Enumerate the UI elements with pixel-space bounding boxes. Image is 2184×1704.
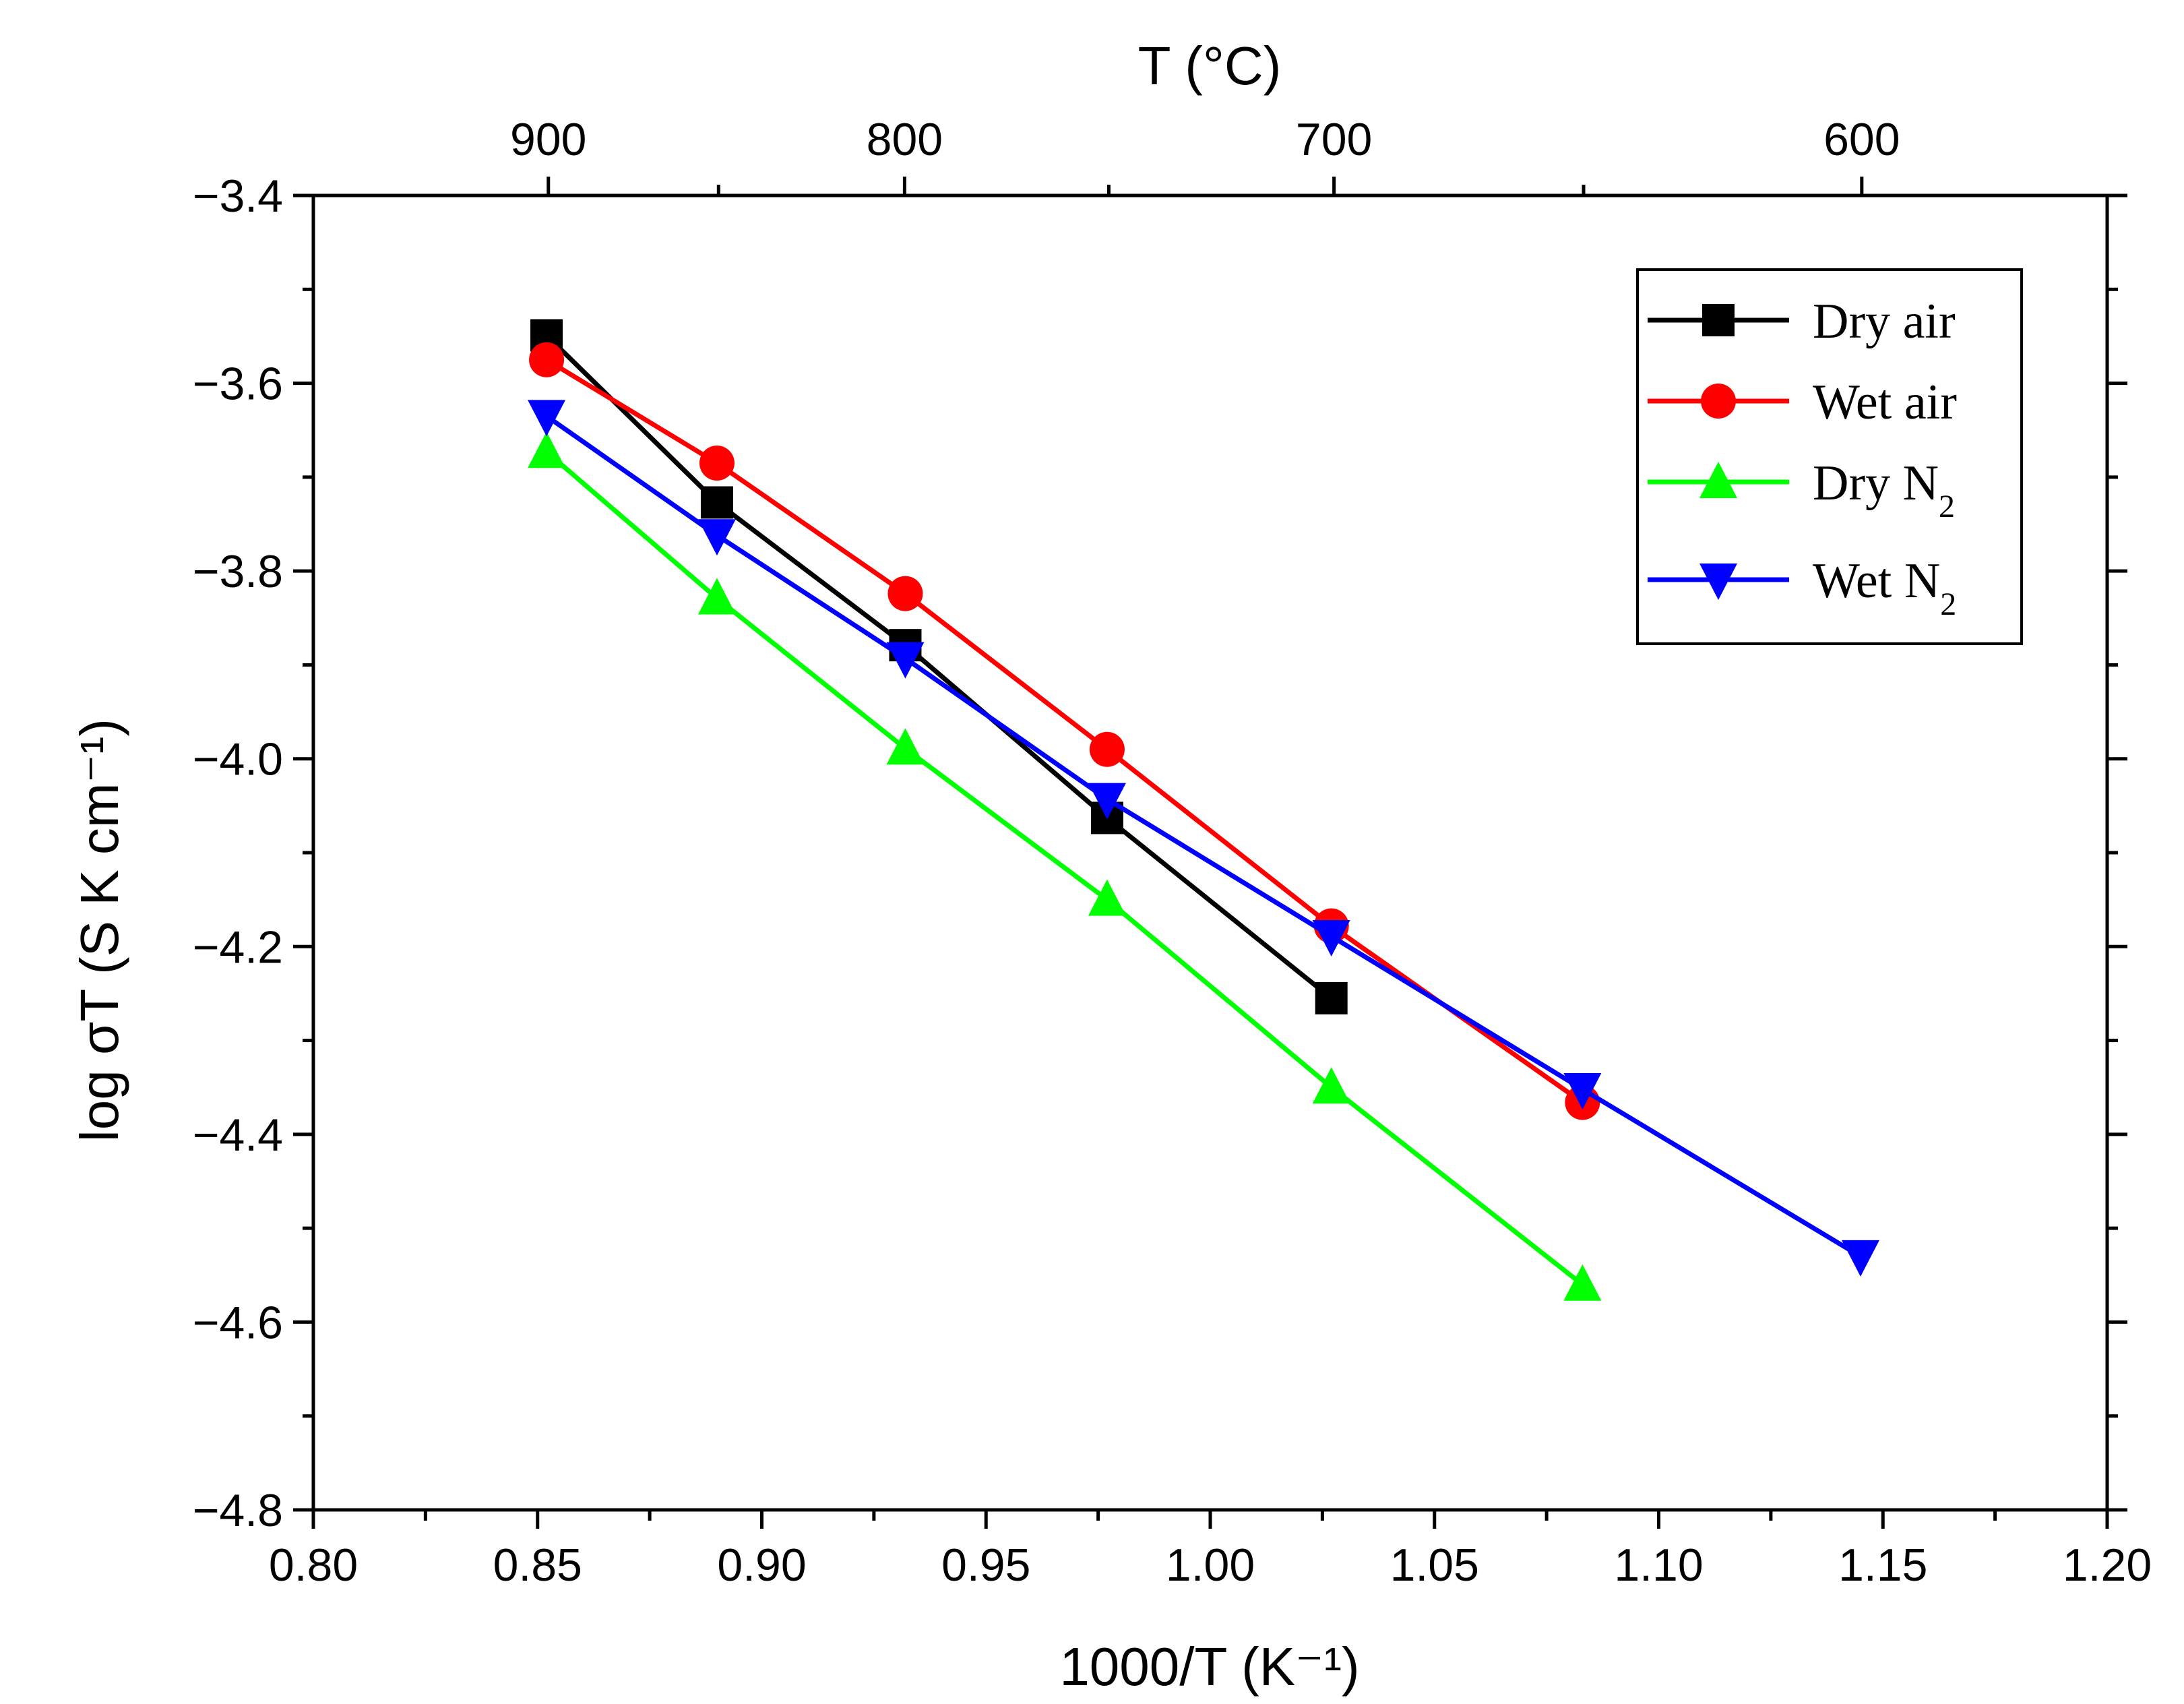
legend-item: Wet air bbox=[1648, 375, 1957, 430]
data-point bbox=[697, 578, 736, 615]
x-tick-label: 1.20 bbox=[2063, 1540, 2152, 1591]
series-line bbox=[544, 450, 1584, 1287]
data-point bbox=[529, 342, 565, 377]
x-tick-label: 0.95 bbox=[941, 1540, 1030, 1591]
legend-item: Dry N2 bbox=[1648, 456, 1955, 524]
x-tick-label: 0.85 bbox=[493, 1540, 582, 1591]
top-tick-label: 700 bbox=[1296, 114, 1372, 165]
x-tick-label: 1.10 bbox=[1614, 1540, 1703, 1591]
x-tick-label: 0.80 bbox=[269, 1540, 358, 1591]
legend-marker bbox=[1701, 384, 1736, 419]
y-tick-label: −3.4 bbox=[193, 171, 283, 222]
legend-label: Wet N2 bbox=[1813, 553, 1956, 622]
top-tick-label: 800 bbox=[867, 114, 943, 165]
data-point bbox=[700, 486, 733, 519]
top-axis-title: T (°C) bbox=[1138, 36, 1282, 96]
y-axis-title: log σT (S K cm⁻¹) bbox=[69, 719, 129, 1142]
series-2 bbox=[528, 431, 1602, 1301]
data-point bbox=[1563, 1264, 1602, 1301]
x-tick-label: 1.05 bbox=[1390, 1540, 1479, 1591]
data-point bbox=[1088, 879, 1126, 916]
data-point bbox=[1315, 981, 1348, 1014]
data-point bbox=[886, 728, 925, 765]
legend-item: Wet N2 bbox=[1648, 553, 1956, 622]
legend-item: Dry air bbox=[1648, 294, 1956, 349]
y-tick-label: −3.8 bbox=[193, 546, 283, 597]
top-tick-label: 900 bbox=[510, 114, 586, 165]
data-point bbox=[886, 642, 925, 679]
data-point bbox=[1841, 1240, 1879, 1277]
data-point bbox=[697, 519, 736, 556]
data-point bbox=[1088, 783, 1126, 820]
legend-label: Wet air bbox=[1813, 375, 1957, 430]
legend-marker bbox=[1699, 462, 1737, 498]
y-tick-label: −4.6 bbox=[193, 1297, 283, 1348]
legend-label: Dry N2 bbox=[1813, 456, 1955, 524]
legend-label: Dry air bbox=[1813, 294, 1956, 349]
legend-marker bbox=[1699, 564, 1737, 600]
y-tick-label: −3.6 bbox=[193, 359, 283, 410]
series-line bbox=[545, 357, 1584, 1105]
data-point bbox=[528, 431, 566, 468]
y-tick-label: −4.0 bbox=[193, 734, 283, 785]
series-line bbox=[544, 334, 1333, 1000]
data-point bbox=[699, 445, 735, 481]
data-point bbox=[528, 400, 566, 437]
top-tick-label: 600 bbox=[1823, 114, 1900, 165]
data-point bbox=[1089, 731, 1125, 767]
y-tick-label: −4.8 bbox=[193, 1485, 283, 1536]
x-tick-label: 1.15 bbox=[1838, 1540, 1927, 1591]
data-point bbox=[1312, 1067, 1350, 1104]
y-tick-label: −4.4 bbox=[193, 1109, 283, 1161]
legend-marker bbox=[1702, 304, 1735, 336]
x-axis-title: 1000/T (K⁻¹) bbox=[1059, 1637, 1359, 1697]
data-point bbox=[887, 576, 923, 611]
series-3 bbox=[528, 400, 1879, 1277]
x-tick-label: 0.90 bbox=[717, 1540, 806, 1591]
data-point bbox=[1312, 919, 1350, 956]
y-tick-label: −4.2 bbox=[193, 921, 283, 973]
x-tick-label: 1.00 bbox=[1166, 1540, 1255, 1591]
data-point bbox=[1563, 1073, 1602, 1109]
